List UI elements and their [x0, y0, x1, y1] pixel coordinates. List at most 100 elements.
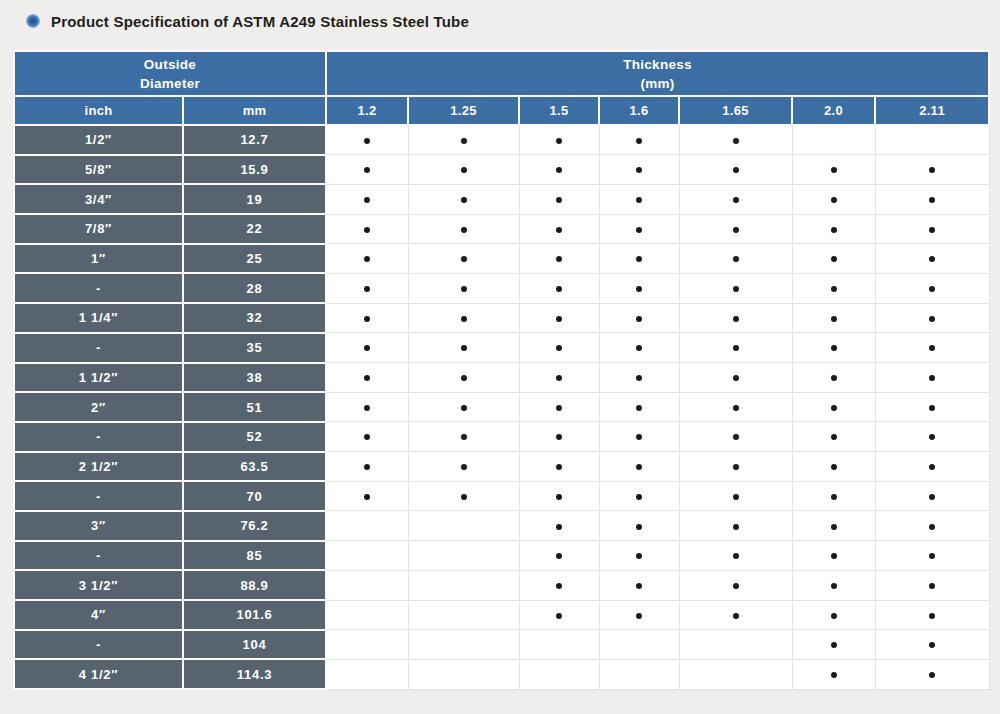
availability-dot-icon: [929, 642, 935, 648]
inch-cell: -: [14, 422, 183, 452]
header-thickness-1-6: 1.6: [599, 96, 679, 125]
inch-cell: 5/8″: [14, 155, 183, 185]
thickness-availability-cell: [679, 541, 792, 571]
availability-dot-icon: [636, 167, 642, 173]
availability-dot-icon: [556, 286, 562, 292]
availability-dot-icon: [733, 256, 739, 262]
availability-dot-icon: [831, 524, 837, 530]
availability-dot-icon: [461, 345, 467, 351]
thickness-availability-cell: [599, 363, 679, 393]
thickness-availability-cell: [408, 333, 519, 363]
thickness-availability-cell: [519, 184, 599, 214]
availability-dot-icon: [929, 167, 935, 173]
thickness-availability-cell: [792, 422, 875, 452]
availability-dot-icon: [636, 375, 642, 381]
availability-dot-icon: [636, 524, 642, 530]
thickness-availability-cell: [599, 541, 679, 571]
availability-dot-icon: [733, 316, 739, 322]
mm-cell: 19: [183, 184, 326, 214]
availability-dot-icon: [831, 642, 837, 648]
thickness-availability-cell: [408, 570, 519, 600]
availability-dot-icon: [364, 138, 370, 144]
table-row: -104: [14, 630, 989, 660]
availability-dot-icon: [556, 227, 562, 233]
thickness-availability-cell: [326, 333, 408, 363]
availability-dot-icon: [929, 227, 935, 233]
header-inch: inch: [14, 96, 183, 125]
thickness-availability-cell: [875, 630, 989, 660]
header-thickness-1-25: 1.25: [408, 96, 519, 125]
thickness-availability-cell: [326, 303, 408, 333]
availability-dot-icon: [636, 256, 642, 262]
availability-dot-icon: [556, 197, 562, 203]
availability-dot-icon: [364, 316, 370, 322]
thickness-availability-cell: [599, 600, 679, 630]
thickness-availability-cell: [408, 422, 519, 452]
thickness-availability-cell: [408, 659, 519, 689]
availability-dot-icon: [364, 375, 370, 381]
mm-cell: 104: [183, 630, 326, 660]
thickness-availability-cell: [679, 600, 792, 630]
inch-cell: -: [14, 630, 183, 660]
availability-dot-icon: [831, 197, 837, 203]
mm-cell: 51: [183, 392, 326, 422]
thickness-availability-cell: [599, 452, 679, 482]
availability-dot-icon: [831, 405, 837, 411]
inch-cell: -: [14, 273, 183, 303]
thickness-availability-cell: [326, 659, 408, 689]
availability-dot-icon: [364, 256, 370, 262]
mm-cell: 25: [183, 244, 326, 274]
thickness-availability-cell: [792, 630, 875, 660]
thickness-availability-cell: [792, 481, 875, 511]
mm-cell: 85: [183, 541, 326, 571]
table-row: 3/4″19: [14, 184, 989, 214]
availability-dot-icon: [733, 524, 739, 530]
availability-dot-icon: [461, 138, 467, 144]
thickness-availability-cell: [599, 630, 679, 660]
thickness-availability-cell: [326, 214, 408, 244]
thickness-availability-cell: [408, 303, 519, 333]
thickness-availability-cell: [792, 125, 875, 155]
table-row: -70: [14, 481, 989, 511]
thickness-availability-cell: [875, 392, 989, 422]
thickness-availability-cell: [875, 570, 989, 600]
mm-cell: 63.5: [183, 452, 326, 482]
availability-dot-icon: [364, 167, 370, 173]
thickness-availability-cell: [519, 333, 599, 363]
thickness-availability-cell: [875, 659, 989, 689]
header-thickness-line1: Thickness: [327, 55, 988, 74]
availability-dot-icon: [831, 167, 837, 173]
availability-dot-icon: [461, 167, 467, 173]
thickness-availability-cell: [519, 392, 599, 422]
table-row: 1 1/2″38: [14, 363, 989, 393]
thickness-availability-cell: [599, 273, 679, 303]
header-thickness-2-0: 2.0: [792, 96, 875, 125]
availability-dot-icon: [556, 434, 562, 440]
thickness-availability-cell: [408, 511, 519, 541]
availability-dot-icon: [364, 494, 370, 500]
thickness-availability-cell: [792, 570, 875, 600]
thickness-availability-cell: [599, 244, 679, 274]
thickness-availability-cell: [792, 511, 875, 541]
thickness-availability-cell: [792, 184, 875, 214]
availability-dot-icon: [636, 227, 642, 233]
availability-dot-icon: [733, 434, 739, 440]
thickness-availability-cell: [599, 303, 679, 333]
mm-cell: 114.3: [183, 659, 326, 689]
table-row: 4 1/2″114.3: [14, 659, 989, 689]
availability-dot-icon: [364, 227, 370, 233]
availability-dot-icon: [929, 316, 935, 322]
availability-dot-icon: [831, 553, 837, 559]
thickness-availability-cell: [408, 481, 519, 511]
availability-dot-icon: [929, 405, 935, 411]
thickness-availability-cell: [326, 511, 408, 541]
thickness-availability-cell: [875, 333, 989, 363]
availability-dot-icon: [636, 464, 642, 470]
availability-dot-icon: [636, 345, 642, 351]
availability-dot-icon: [461, 464, 467, 470]
availability-dot-icon: [636, 197, 642, 203]
availability-dot-icon: [929, 197, 935, 203]
inch-cell: 1″: [14, 244, 183, 274]
availability-dot-icon: [461, 316, 467, 322]
thickness-availability-cell: [519, 630, 599, 660]
